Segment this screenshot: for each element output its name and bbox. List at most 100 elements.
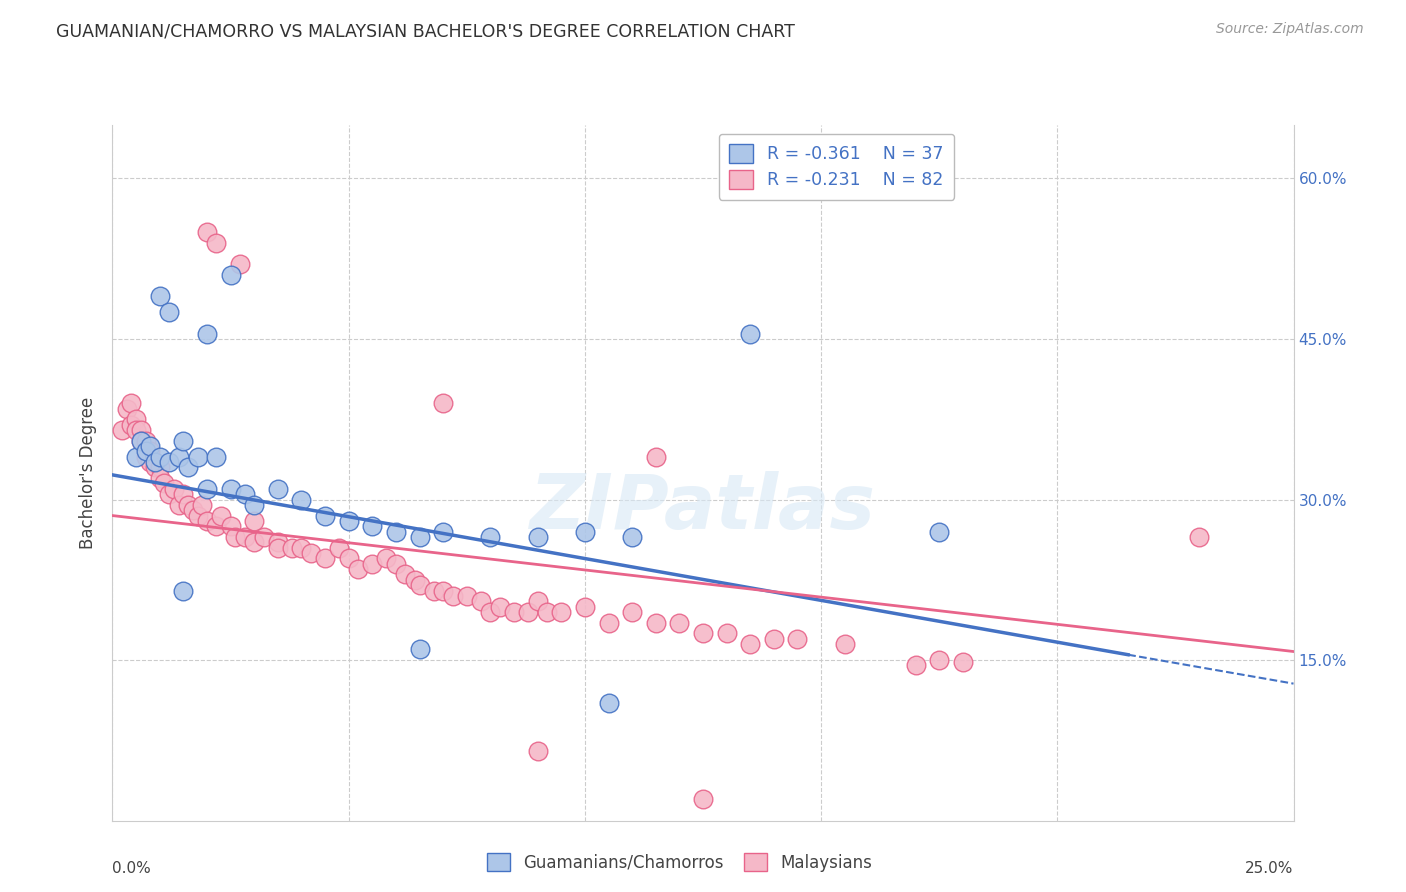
Point [314, 551, 336, 566]
Y-axis label: Bachelor's Degree: Bachelor's Degree [79, 397, 97, 549]
Point [692, 626, 714, 640]
Point [526, 530, 548, 544]
Point [432, 396, 454, 410]
Point [740, 637, 762, 651]
Point [404, 573, 426, 587]
Point [143, 455, 166, 469]
Point [479, 530, 502, 544]
Point [536, 605, 558, 619]
Legend: R = -0.361    N = 37, R = -0.231    N = 82: R = -0.361 N = 37, R = -0.231 N = 82 [718, 134, 955, 200]
Point [432, 583, 454, 598]
Point [149, 289, 172, 303]
Point [177, 498, 200, 512]
Point [157, 305, 180, 319]
Point [526, 594, 548, 608]
Point [163, 482, 186, 496]
Point [456, 589, 478, 603]
Point [834, 637, 856, 651]
Point [243, 514, 266, 528]
Point [385, 557, 408, 571]
Point [111, 423, 134, 437]
Point [598, 696, 620, 710]
Text: Source: ZipAtlas.com: Source: ZipAtlas.com [1216, 22, 1364, 37]
Point [233, 487, 256, 501]
Point [408, 530, 430, 544]
Point [172, 487, 194, 501]
Point [786, 632, 808, 646]
Point [422, 583, 444, 598]
Point [621, 605, 644, 619]
Point [267, 482, 290, 496]
Point [408, 578, 430, 592]
Point [135, 450, 157, 464]
Point [526, 744, 548, 758]
Point [904, 658, 927, 673]
Point [143, 460, 166, 475]
Point [267, 535, 290, 549]
Point [644, 450, 666, 464]
Point [139, 439, 162, 453]
Point [574, 524, 596, 539]
Point [337, 514, 360, 528]
Point [290, 492, 312, 507]
Text: 0.0%: 0.0% [112, 862, 152, 876]
Point [394, 567, 416, 582]
Point [253, 530, 276, 544]
Point [195, 225, 218, 239]
Point [186, 508, 208, 523]
Point [281, 541, 304, 555]
Point [195, 514, 218, 528]
Point [115, 401, 138, 416]
Point [129, 434, 152, 448]
Point [153, 476, 176, 491]
Point [219, 268, 242, 282]
Point [243, 498, 266, 512]
Point [181, 503, 204, 517]
Point [219, 482, 242, 496]
Point [644, 615, 666, 630]
Point [224, 530, 246, 544]
Point [195, 482, 218, 496]
Point [470, 594, 492, 608]
Point [328, 541, 350, 555]
Point [157, 455, 180, 469]
Point [135, 434, 157, 448]
Point [928, 524, 950, 539]
Point [347, 562, 370, 576]
Point [157, 487, 180, 501]
Point [314, 508, 336, 523]
Point [740, 326, 762, 341]
Point [125, 450, 148, 464]
Point [290, 541, 312, 555]
Point [149, 450, 172, 464]
Point [668, 615, 690, 630]
Point [361, 519, 384, 533]
Text: 25.0%: 25.0% [1246, 862, 1294, 876]
Point [191, 498, 214, 512]
Point [692, 792, 714, 806]
Point [243, 535, 266, 549]
Point [149, 471, 172, 485]
Point [205, 450, 228, 464]
Point [186, 450, 208, 464]
Point [598, 615, 620, 630]
Point [229, 257, 252, 271]
Point [952, 655, 974, 669]
Point [149, 460, 172, 475]
Point [139, 455, 162, 469]
Point [219, 519, 242, 533]
Point [574, 599, 596, 614]
Point [375, 551, 398, 566]
Point [233, 530, 256, 544]
Point [172, 583, 194, 598]
Point [385, 524, 408, 539]
Point [716, 626, 738, 640]
Point [125, 423, 148, 437]
Point [928, 653, 950, 667]
Point [205, 235, 228, 250]
Point [441, 589, 464, 603]
Point [209, 508, 232, 523]
Point [129, 434, 152, 448]
Point [762, 632, 785, 646]
Point [489, 599, 512, 614]
